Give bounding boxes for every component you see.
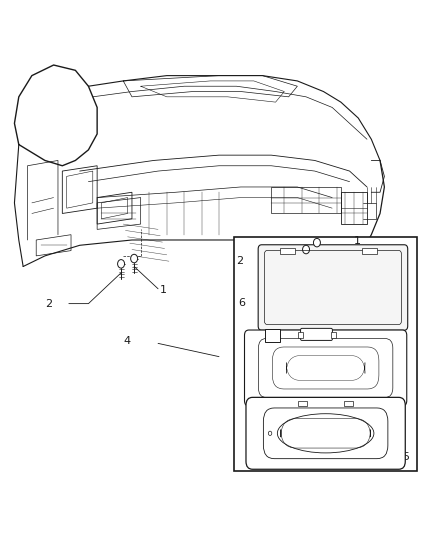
Bar: [344, 401, 353, 407]
FancyBboxPatch shape: [258, 245, 408, 330]
FancyBboxPatch shape: [300, 328, 332, 341]
Bar: [331, 332, 336, 338]
Text: 1: 1: [160, 285, 167, 295]
Circle shape: [303, 245, 310, 254]
Circle shape: [314, 238, 321, 247]
Text: 1: 1: [354, 236, 361, 246]
Circle shape: [268, 431, 272, 435]
Text: 6: 6: [238, 297, 245, 308]
Bar: [362, 248, 377, 254]
Circle shape: [117, 260, 124, 268]
Text: 5: 5: [403, 451, 410, 462]
FancyBboxPatch shape: [244, 330, 407, 406]
Bar: [298, 401, 307, 407]
Text: 4: 4: [123, 336, 131, 346]
FancyBboxPatch shape: [246, 398, 405, 469]
Circle shape: [131, 254, 138, 263]
Bar: [234, 237, 417, 471]
Text: 2: 2: [45, 298, 52, 309]
Bar: [298, 332, 303, 338]
Bar: [280, 248, 294, 254]
Bar: [265, 329, 280, 342]
Text: 2: 2: [236, 256, 243, 266]
